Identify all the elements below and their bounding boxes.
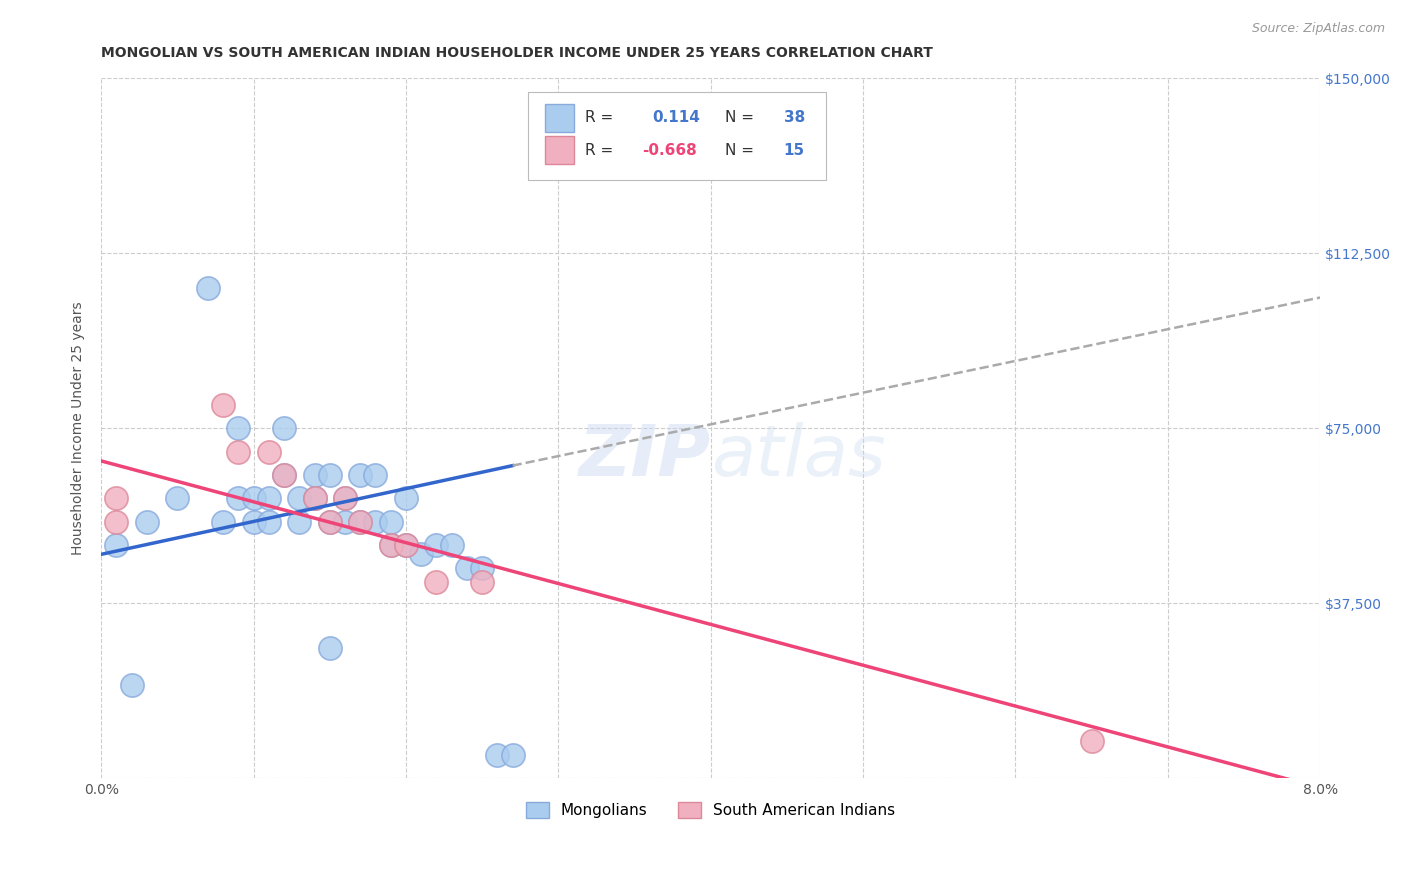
Text: R =: R = <box>585 143 613 158</box>
Point <box>304 491 326 506</box>
Point <box>395 491 418 506</box>
Point <box>456 561 478 575</box>
Point <box>228 421 250 435</box>
Text: MONGOLIAN VS SOUTH AMERICAN INDIAN HOUSEHOLDER INCOME UNDER 25 YEARS CORRELATION: MONGOLIAN VS SOUTH AMERICAN INDIAN HOUSE… <box>101 46 934 61</box>
Point <box>242 515 264 529</box>
Y-axis label: Householder Income Under 25 years: Householder Income Under 25 years <box>72 301 86 555</box>
Point <box>502 748 524 763</box>
FancyBboxPatch shape <box>527 92 827 179</box>
Point <box>257 491 280 506</box>
Point <box>364 515 387 529</box>
Point <box>242 491 264 506</box>
Point <box>364 467 387 482</box>
Point <box>257 444 280 458</box>
Point <box>273 467 295 482</box>
Text: N =: N = <box>725 111 754 126</box>
Text: atlas: atlas <box>710 422 886 491</box>
Point <box>333 491 356 506</box>
Point <box>349 467 371 482</box>
Point <box>212 515 235 529</box>
Point <box>425 575 447 590</box>
Point <box>273 421 295 435</box>
Point <box>212 398 235 412</box>
Point <box>471 561 494 575</box>
Point <box>333 515 356 529</box>
Point <box>288 491 311 506</box>
Point <box>105 515 128 529</box>
Point <box>380 515 402 529</box>
Point <box>319 467 342 482</box>
Point <box>425 538 447 552</box>
Text: 15: 15 <box>783 143 806 158</box>
Point <box>304 467 326 482</box>
Point <box>380 538 402 552</box>
Point <box>273 467 295 482</box>
Point <box>440 538 463 552</box>
Point <box>395 538 418 552</box>
Point <box>166 491 188 506</box>
Legend: Mongolians, South American Indians: Mongolians, South American Indians <box>520 797 901 824</box>
Text: Source: ZipAtlas.com: Source: ZipAtlas.com <box>1251 22 1385 36</box>
FancyBboxPatch shape <box>546 104 574 132</box>
Point <box>105 538 128 552</box>
Point <box>121 678 143 692</box>
Point <box>380 538 402 552</box>
Point <box>105 491 128 506</box>
Point <box>333 491 356 506</box>
Text: N =: N = <box>725 143 754 158</box>
Text: 38: 38 <box>783 111 806 126</box>
Text: 0.114: 0.114 <box>652 111 700 126</box>
Text: ZIP: ZIP <box>578 422 710 491</box>
Text: -0.668: -0.668 <box>643 143 697 158</box>
Point <box>228 491 250 506</box>
Point <box>288 515 311 529</box>
Point <box>257 515 280 529</box>
Point <box>319 515 342 529</box>
Point <box>349 515 371 529</box>
Point <box>228 444 250 458</box>
Point <box>1080 734 1102 748</box>
Point <box>486 748 509 763</box>
Point <box>395 538 418 552</box>
Point <box>319 640 342 655</box>
Point <box>411 547 433 561</box>
Point <box>197 281 219 295</box>
FancyBboxPatch shape <box>546 136 574 164</box>
Point <box>471 575 494 590</box>
Point <box>135 515 157 529</box>
Point <box>304 491 326 506</box>
Text: R =: R = <box>585 111 613 126</box>
Point <box>349 515 371 529</box>
Point <box>319 515 342 529</box>
